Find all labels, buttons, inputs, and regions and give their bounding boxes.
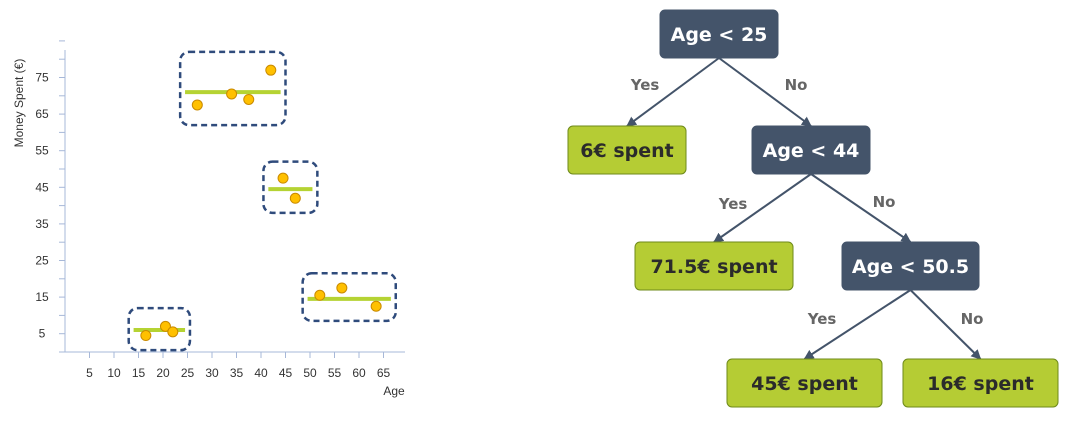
group-box [178, 50, 287, 127]
y-axis-label: Money Spent (€) [12, 59, 26, 148]
edge-label-no: No [961, 310, 984, 328]
data-point [140, 330, 152, 342]
decision-node-box [751, 125, 871, 175]
decision-node-label: Age < 44 [763, 140, 860, 162]
x-tick-label: 20 [156, 366, 170, 380]
tree-edge-n44-leaf715 [713, 173, 812, 243]
decision-node-box [659, 9, 779, 59]
y-tick-label: 25 [35, 254, 49, 268]
decision-node-label: Age < 25 [671, 24, 768, 46]
data-point [314, 289, 326, 301]
tree-edge-n44-n505 [810, 173, 912, 243]
leaf-node-label: 45€ spent [751, 373, 858, 395]
edge-label-yes: Yes [807, 310, 837, 328]
data-point [243, 93, 255, 105]
y-tick-label: 5 [39, 327, 46, 341]
leaf-node-label: 71.5€ spent [650, 256, 777, 278]
x-tick-label: 25 [181, 366, 195, 380]
y-tick-label: 45 [35, 180, 49, 194]
y-tick-label: 35 [35, 217, 49, 231]
x-tick-label: 15 [132, 366, 146, 380]
tree-edge-root-n44 [718, 57, 812, 127]
leaf-node-box [726, 358, 883, 408]
x-tick-label: 10 [107, 366, 121, 380]
group-box [301, 272, 397, 323]
x-axis-label: Age [383, 384, 405, 398]
data-point [226, 88, 238, 100]
edge-label-yes: Yes [630, 76, 660, 94]
data-point [336, 282, 348, 294]
group-box [127, 306, 192, 352]
data-point [370, 300, 382, 312]
data-point [167, 326, 179, 338]
y-tick-label: 65 [35, 107, 49, 121]
edge-label-yes: Yes [718, 195, 748, 213]
tree-edge-n505-leaf16 [909, 289, 982, 360]
y-tick-label: 75 [35, 71, 49, 85]
data-point [265, 64, 277, 76]
x-tick-label: 35 [230, 366, 244, 380]
leaf-node-label: 6€ spent [580, 140, 673, 162]
decision-node-box [841, 241, 980, 291]
group-box [262, 160, 319, 215]
data-point [289, 192, 301, 204]
y-tick-label: 15 [35, 290, 49, 304]
x-tick-label: 30 [205, 366, 219, 380]
x-tick-label: 50 [303, 366, 317, 380]
x-tick-label: 40 [254, 366, 268, 380]
x-tick-label: 5 [86, 366, 93, 380]
leaf-node-box [634, 241, 794, 291]
data-point [277, 172, 289, 184]
leaf-node-label: 16€ spent [927, 373, 1034, 395]
scatter-chart: 5 10 15 20 25 30 35 40 45 50 55 60 65 5 15 25 35 45 55 65 75… [12, 40, 405, 398]
data-point [191, 99, 203, 111]
x-tick-label: 55 [328, 366, 342, 380]
edge-label-no: No [873, 193, 896, 211]
tree-edge-n505-leaf45 [803, 289, 912, 360]
tree-edge-root-leaf6 [626, 57, 720, 127]
data-point [159, 320, 171, 332]
edge-label-no: No [785, 76, 808, 94]
y-tick-label: 55 [35, 144, 49, 158]
leaf-node-box [567, 125, 687, 175]
x-tick-label: 45 [279, 366, 293, 380]
leaf-node-box [902, 358, 1059, 408]
x-tick-label: 60 [352, 366, 366, 380]
x-tick-label: 65 [377, 366, 391, 380]
decision-node-label: Age < 50.5 [852, 256, 969, 278]
